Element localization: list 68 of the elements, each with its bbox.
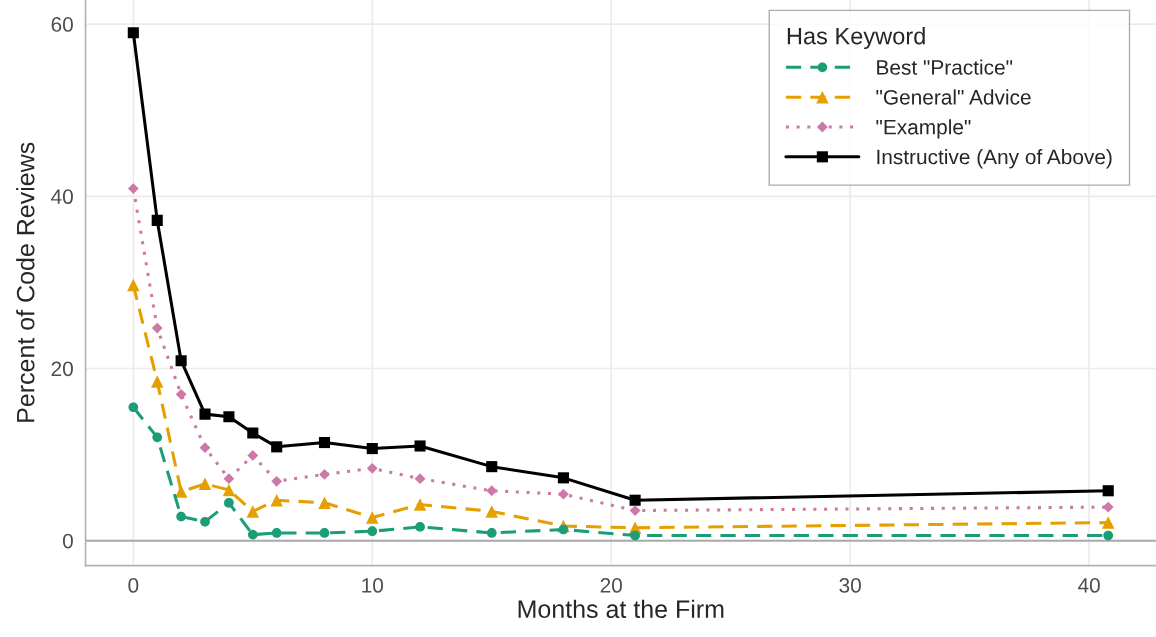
point: [486, 461, 498, 473]
point: [630, 530, 640, 541]
point: [223, 473, 235, 485]
point: [151, 322, 163, 334]
y-tick-label: 20: [51, 361, 73, 377]
point: [127, 183, 139, 194]
point: [415, 522, 425, 532]
point: [366, 511, 379, 524]
point: [198, 477, 212, 491]
point: [485, 505, 498, 518]
point: [413, 498, 427, 511]
point: [414, 440, 426, 452]
point: [557, 472, 569, 484]
point: [414, 473, 426, 485]
legend-label: "General" Advice: [876, 89, 1031, 105]
point: [558, 488, 569, 500]
point: [175, 355, 187, 367]
legend-label: "Example": [876, 119, 971, 139]
point: [150, 375, 164, 388]
point: [271, 475, 283, 487]
legend-title: Has Keyword: [787, 27, 925, 50]
point: [199, 442, 211, 454]
point: [176, 511, 186, 522]
point: [318, 436, 331, 449]
point: [247, 427, 259, 439]
point: [558, 524, 569, 535]
legend-label: Instructive (Any of Above): [877, 149, 1112, 169]
point: [629, 505, 641, 516]
point: [367, 526, 378, 537]
point: [127, 278, 140, 292]
x-tick-label: 40: [1077, 578, 1100, 593]
point: [366, 443, 378, 455]
x-tick-label: 10: [362, 578, 384, 593]
point: [271, 441, 283, 453]
point: [199, 408, 211, 420]
legend-label: Best "Practice": [877, 59, 1013, 75]
point: [1102, 485, 1114, 497]
point: [128, 402, 139, 413]
x-tick-label: 0: [128, 578, 139, 593]
point: [1103, 530, 1114, 541]
point: [174, 485, 188, 498]
point: [319, 468, 330, 480]
point: [319, 528, 330, 538]
x-axis-title: Months at the Firm: [518, 599, 724, 619]
point: [270, 493, 283, 507]
point: [223, 411, 235, 423]
point: [247, 529, 258, 540]
point: [152, 432, 163, 443]
point: [200, 516, 210, 527]
y-tick-label: 60: [51, 17, 73, 32]
y-axis-title: Percent of Code Reviews: [16, 142, 35, 422]
point: [486, 528, 497, 538]
point: [247, 450, 259, 461]
point: [366, 462, 378, 474]
point: [318, 496, 331, 510]
x-tick-label: 20: [600, 578, 622, 593]
point: [151, 214, 163, 226]
y-tick-label: 40: [51, 189, 73, 205]
point: [246, 505, 260, 518]
point: [629, 494, 641, 506]
y-tick-label: 0: [62, 533, 73, 549]
point: [224, 497, 234, 508]
point: [127, 27, 139, 39]
point: [175, 388, 187, 400]
point: [222, 483, 236, 497]
point: [271, 528, 282, 538]
point: [1101, 516, 1115, 529]
x-tick-label: 30: [839, 578, 861, 593]
